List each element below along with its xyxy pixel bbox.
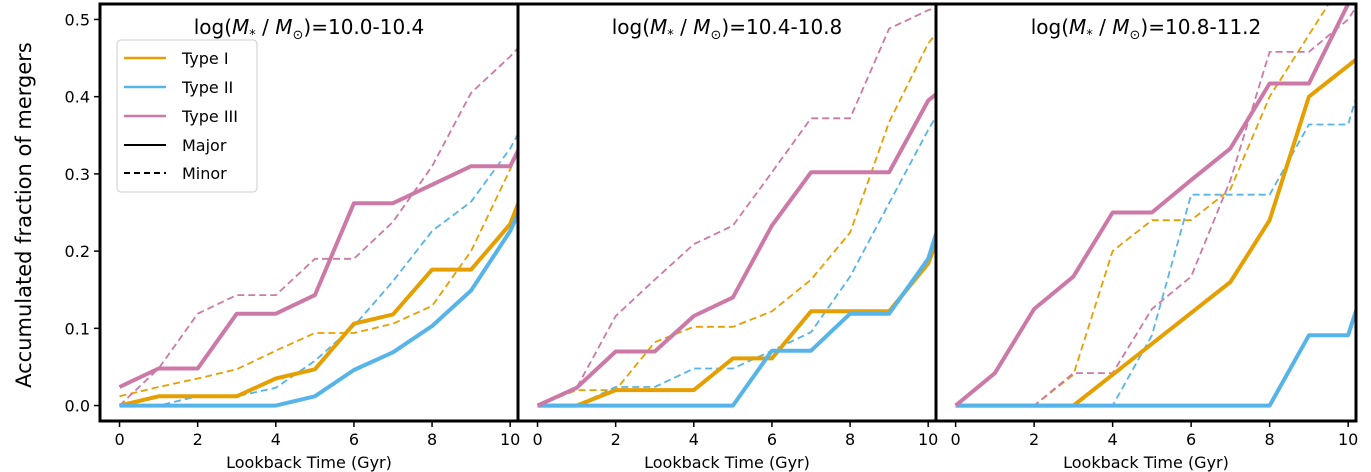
y-tick-label: 0.0 [65, 397, 90, 416]
x-tick-label: 6 [1186, 430, 1196, 449]
x-axis-label: Lookback Time (Gyr) [1063, 453, 1229, 472]
x-tick-label: 10 [918, 430, 938, 449]
panel-mass-10.8-11.2: 0 2 4 6 8 10 log(M* / M⊙)=10.8-11.2 Lookback … [934, 2, 1358, 472]
panel-title: log(M* / M⊙)=10.4-10.8 [612, 15, 843, 43]
legend-label-type-ii: Type II [181, 78, 233, 97]
x-tick-label: 0 [532, 430, 542, 449]
series-line-type-ii-major [119, 209, 518, 408]
series-layer [118, 46, 518, 408]
x-axis-label: Lookback Time (Gyr) [644, 453, 810, 472]
x-tick-label: 2 [193, 430, 203, 449]
x-axis-label: Lookback Time (Gyr) [226, 453, 392, 472]
x-tick-label: 6 [349, 430, 359, 449]
series-line-type-i-major [119, 198, 518, 408]
ticks-layer: 0 2 4 6 8 10 0.0 0.1 0.2 0.3 0.4 0.5 [65, 10, 521, 449]
y-tick-label: 0.2 [65, 242, 90, 261]
panel-mass-10.0-10.4: 0 2 4 6 8 10 0.0 0.1 0.2 0.3 0.4 0.5 log(M* / M⊙)=1… [65, 2, 521, 472]
x-tick-label: 4 [1108, 430, 1118, 449]
y-tick-label: 0.3 [65, 165, 90, 184]
x-tick-label: 2 [1029, 430, 1039, 449]
ticks-layer: 0 2 4 6 8 10 [951, 421, 1358, 449]
ticks-layer: 0 2 4 6 8 10 [532, 421, 938, 449]
series-line-type-iii-major [536, 91, 936, 408]
series-line-type-iii-major [118, 146, 518, 389]
legend-label-type-iii: Type III [181, 107, 238, 126]
legend-frame [116, 39, 258, 193]
series-line-type-iii-minor [118, 46, 518, 407]
series-line-type-i-minor [537, 32, 936, 407]
legend: Type I Type II Type III Major Minor [116, 39, 258, 193]
series-line-type-ii-major [955, 304, 1356, 408]
y-tick-label: 0.4 [65, 88, 90, 107]
x-tick-label: 10 [500, 430, 520, 449]
panel-title: log(M* / M⊙)=10.8-11.2 [1031, 15, 1262, 43]
x-tick-label: 6 [767, 430, 777, 449]
plot-frame [516, 2, 938, 423]
series-line-type-i-minor [119, 150, 518, 398]
x-tick-label: 0 [114, 430, 124, 449]
series-line-type-iii-minor [537, 6, 936, 407]
x-tick-label: 2 [611, 430, 621, 449]
panel-title: log(M* / M⊙)=10.0-10.4 [194, 15, 425, 43]
series-layer [536, 6, 936, 408]
legend-label-type-i: Type I [181, 49, 229, 68]
series-layer [954, 4, 1356, 408]
series-line-type-iii-major [954, 4, 1352, 408]
series-line-type-i-major [537, 237, 936, 408]
y-axis-label: Accumulated fraction of mergers [12, 42, 36, 388]
series-line-type-ii-major [537, 227, 936, 408]
x-tick-label: 10 [1338, 430, 1358, 449]
x-tick-label: 8 [427, 430, 437, 449]
y-tick-label: 0.5 [65, 10, 90, 29]
series-line-type-i-major [955, 57, 1356, 408]
plot-frame [934, 2, 1358, 423]
x-tick-label: 8 [1265, 430, 1275, 449]
legend-label-major: Major [182, 136, 227, 155]
x-tick-label: 4 [689, 430, 699, 449]
x-tick-label: 4 [271, 430, 281, 449]
y-tick-label: 0.1 [65, 319, 90, 338]
legend-label-minor: Minor [182, 164, 227, 183]
x-tick-label: 0 [951, 430, 961, 449]
panel-mass-10.4-10.8: 0 2 4 6 8 10 log(M* / M⊙)=10.4-10.8 Lookback … [516, 2, 938, 472]
x-tick-label: 8 [845, 430, 855, 449]
